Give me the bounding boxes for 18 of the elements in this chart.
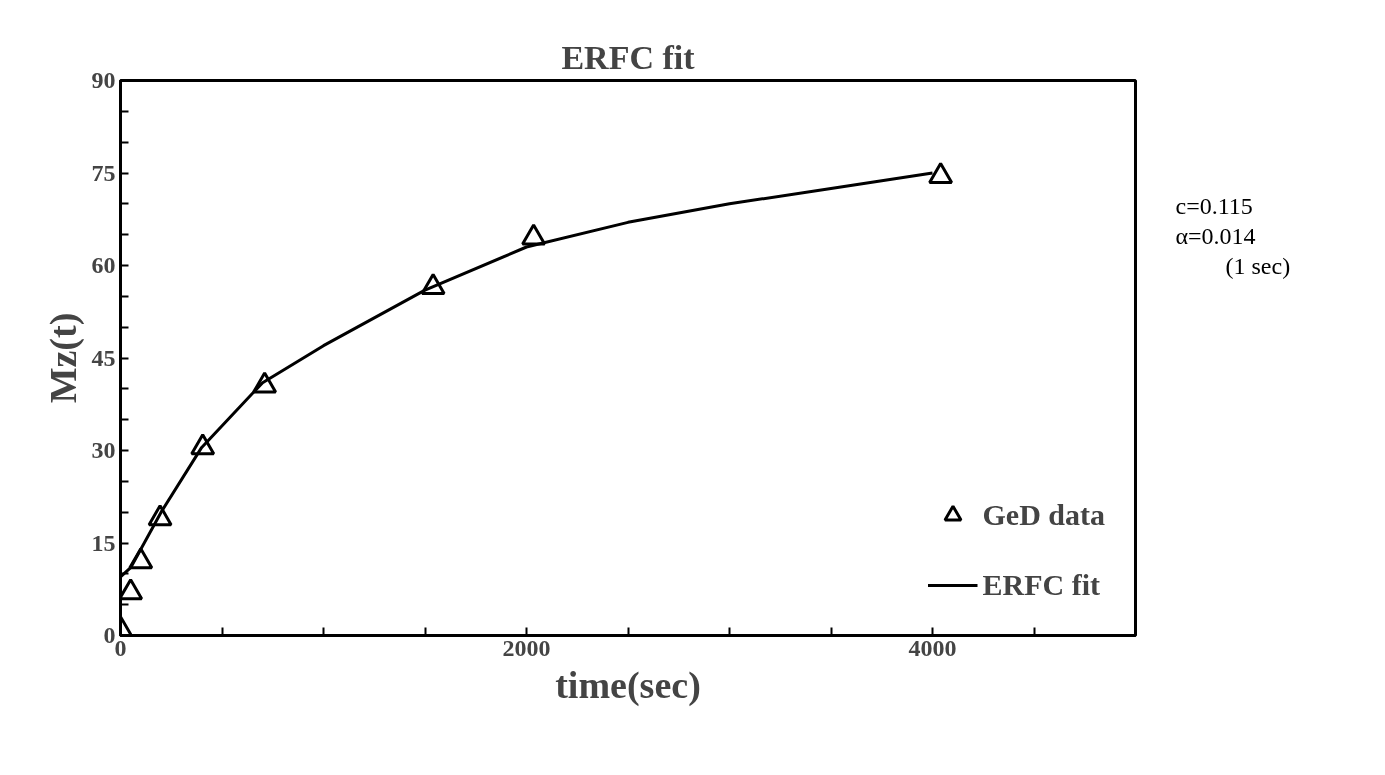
y-tick-label: 90	[91, 67, 116, 93]
text: (1 sec)	[1225, 252, 1291, 279]
y-tick-label: 45	[91, 344, 116, 371]
point	[928, 161, 954, 184]
y-tick-label: 15	[91, 529, 116, 556]
y-tick-label: 30	[91, 437, 116, 463]
x-tick-label: 2000	[502, 634, 551, 661]
legend-label: ERFC fit	[982, 568, 1100, 602]
chart-title: ERFC fit	[561, 38, 696, 76]
y-axis-title: Mz(t)	[41, 312, 85, 404]
text: α=0.014	[1175, 222, 1256, 249]
text: c=0.115	[1175, 192, 1253, 219]
point	[120, 578, 144, 601]
x-tick-label: 4000	[908, 634, 957, 661]
y-tick-label: 75	[91, 159, 116, 186]
y-tick-label: 60	[91, 252, 116, 278]
legend-label: GeD data	[982, 498, 1105, 532]
x-axis-title: time(sec)	[555, 663, 701, 707]
